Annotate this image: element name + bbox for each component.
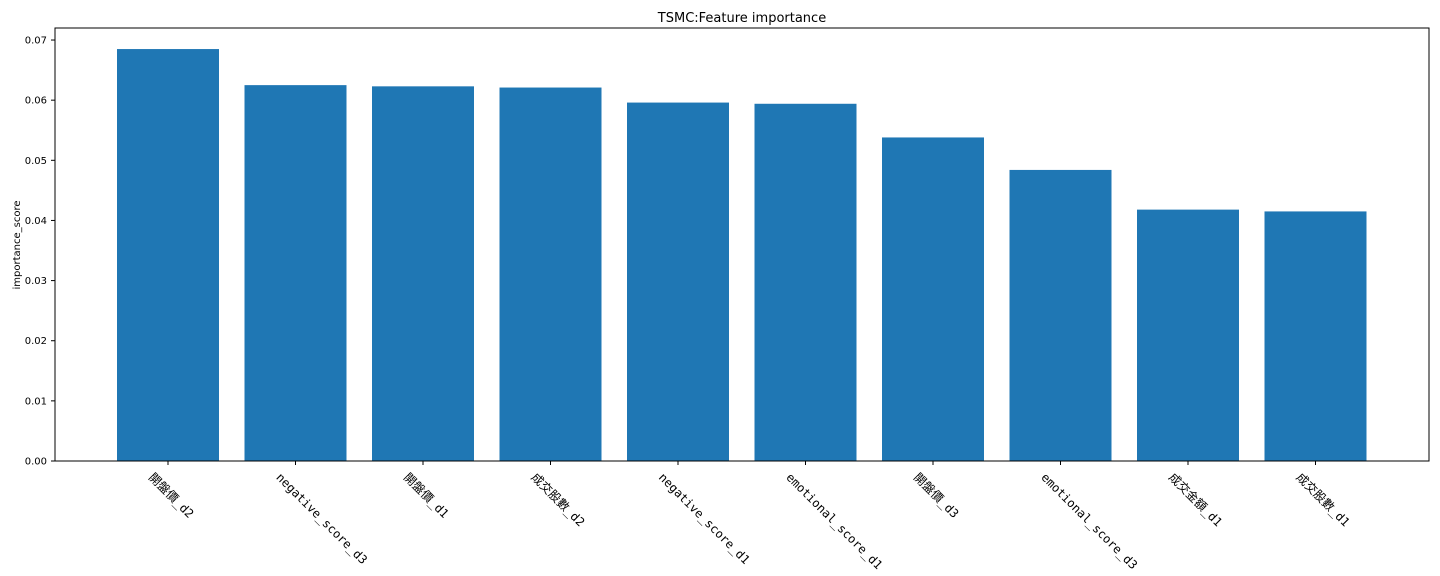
- bar-4: [499, 87, 602, 461]
- y-tick-label-8: 0.07: [25, 36, 47, 47]
- x-tick-label-7: 開盤價_d3: [911, 470, 962, 521]
- x-tick-label-2: negative_score_d3: [273, 470, 370, 567]
- y-ticks-group: 0.00 0.01 0.02 0.03 0.04 0.05 0.06 0.07: [25, 36, 55, 468]
- bars-group: [117, 49, 1367, 462]
- bar-10: [1264, 211, 1367, 461]
- bar-8: [1009, 169, 1112, 461]
- chart-title: TSMC:Feature importance: [657, 11, 826, 26]
- x-tick-label-9: 成交金額_d1: [1166, 470, 1226, 530]
- x-ticks-group: 開盤價_d2 negative_score_d3 開盤價_d1 成交股數_d2 nega…: [146, 461, 1353, 572]
- bar-9: [1137, 209, 1239, 461]
- bar-7: [882, 137, 984, 462]
- y-tick-label-1: 0.00: [25, 457, 47, 468]
- y-tick-label-3: 0.02: [25, 336, 47, 347]
- x-tick-label-5: negative_score_d1: [656, 470, 753, 567]
- bar-2: [244, 85, 347, 461]
- x-tick-label-1: 開盤價_d2: [146, 470, 197, 521]
- y-axis-label: importance_score: [12, 200, 23, 289]
- y-tick-label-7: 0.06: [25, 96, 47, 107]
- x-tick-label-3: 開盤價_d1: [401, 470, 452, 521]
- y-tick-label-6: 0.05: [25, 156, 47, 167]
- bar-3: [372, 86, 474, 462]
- bar-1: [117, 49, 219, 461]
- x-tick-label-8: emotional_score_d3: [1038, 470, 1140, 572]
- bar-5: [627, 102, 729, 462]
- plot-area-frame: [54, 27, 1430, 462]
- y-tick-label-5: 0.04: [25, 216, 47, 227]
- y-tick-label-4: 0.03: [25, 276, 47, 287]
- x-tick-label-10: 成交股數_d1: [1293, 470, 1353, 530]
- bar-6: [754, 103, 857, 462]
- x-tick-label-6: emotional_score_d1: [783, 470, 885, 572]
- x-tick-label-4: 成交股數_d2: [528, 470, 588, 530]
- y-tick-label-2: 0.01: [25, 396, 47, 407]
